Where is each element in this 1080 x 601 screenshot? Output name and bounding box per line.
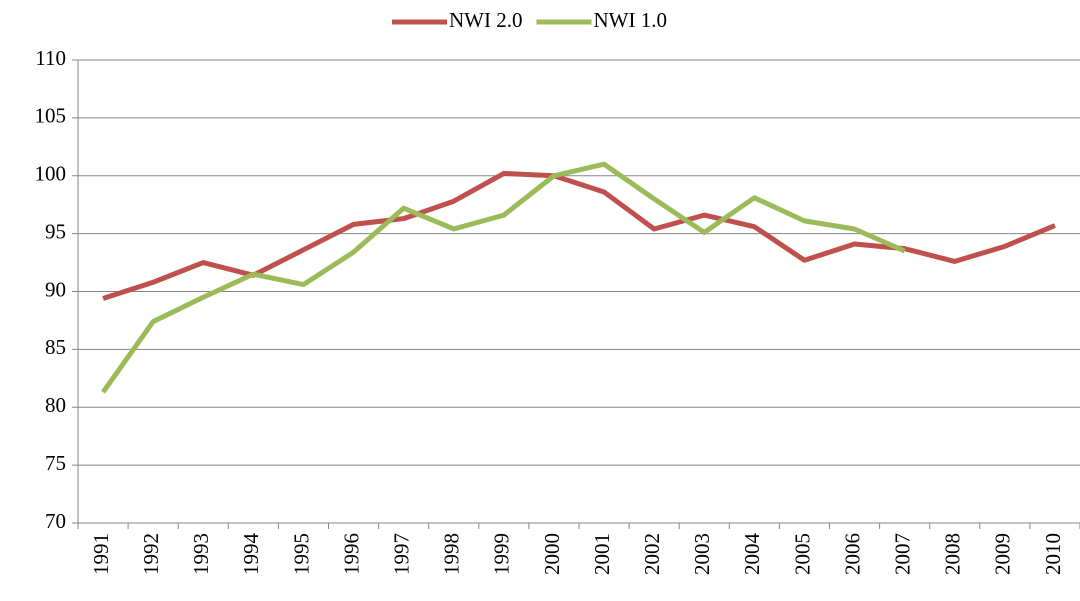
x-tick-label: 1991 bbox=[89, 533, 113, 575]
x-tick-label: 1992 bbox=[139, 533, 163, 575]
y-tick-label: 80 bbox=[45, 393, 66, 417]
x-tick-label: 2004 bbox=[740, 533, 764, 576]
x-tick-label: 2007 bbox=[890, 533, 914, 575]
legend-label: NWI 1.0 bbox=[593, 8, 666, 32]
x-tick-label: 1994 bbox=[239, 533, 263, 576]
y-tick-label: 100 bbox=[35, 162, 67, 186]
y-tick-label: 105 bbox=[35, 104, 67, 128]
x-tick-label: 1993 bbox=[189, 533, 213, 575]
x-tick-label: 2005 bbox=[790, 533, 814, 575]
x-tick-label: 1996 bbox=[339, 533, 363, 575]
x-tick-label: 2008 bbox=[941, 533, 965, 575]
line-series bbox=[101, 161, 906, 394]
x-tick-label: 2001 bbox=[590, 533, 614, 575]
y-tick-label: 70 bbox=[45, 509, 66, 533]
y-tick-label: 75 bbox=[45, 451, 66, 475]
x-tick-label: 1995 bbox=[289, 533, 313, 575]
x-tick-label: 2002 bbox=[640, 533, 664, 575]
x-tick-label: 1997 bbox=[389, 533, 413, 575]
x-tick-label: 1998 bbox=[440, 533, 464, 575]
x-tick-label: 2009 bbox=[991, 533, 1015, 575]
x-tick-label: 1999 bbox=[490, 533, 514, 575]
x-tick-label: 2003 bbox=[690, 533, 714, 575]
legend: NWI 2.0 NWI 1.0 bbox=[392, 8, 667, 32]
y-tick-label: 90 bbox=[45, 277, 66, 301]
x-tick-label: 2000 bbox=[540, 533, 564, 575]
y-tick-label: 95 bbox=[45, 219, 66, 243]
x-tick-label: 2010 bbox=[1041, 533, 1065, 575]
y-tick-label: 110 bbox=[35, 46, 66, 70]
x-tick-label: 2006 bbox=[840, 533, 864, 575]
y-tick-label: 85 bbox=[45, 335, 66, 359]
legend-label: NWI 2.0 bbox=[449, 8, 522, 32]
